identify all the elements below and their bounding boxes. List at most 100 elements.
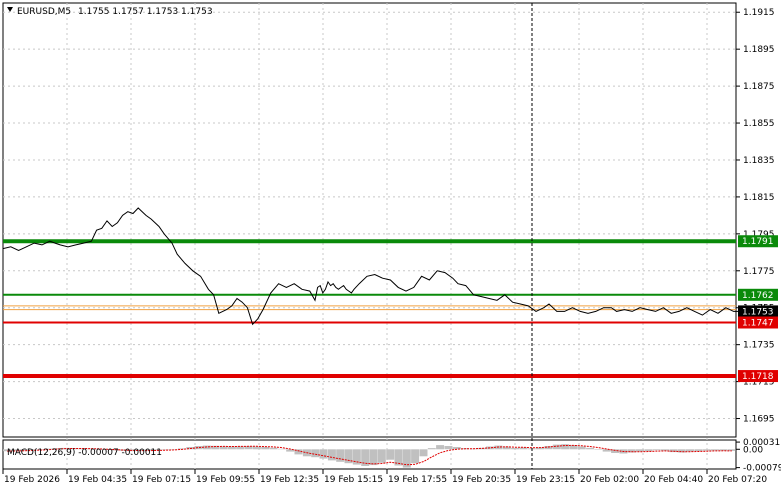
- level-lines: [3, 239, 736, 379]
- macd-bar: [286, 449, 295, 452]
- macd-bar: [44, 448, 53, 450]
- macd-bar: [369, 449, 378, 466]
- price-line: [2, 207, 742, 326]
- macd-bar: [536, 447, 545, 450]
- x-tick-label: 20 Feb 07:20: [708, 475, 767, 485]
- macd-bar: [377, 449, 386, 463]
- macd-bar: [661, 449, 669, 451]
- macd-bar: [686, 449, 694, 452]
- price-panel-frame: [2, 2, 737, 438]
- macd-bar: [411, 449, 420, 464]
- macd-label: MACD(12,26,9) -0.00007 -0.00011: [7, 448, 162, 458]
- macd-bar: [211, 445, 220, 450]
- macd-bar: [452, 447, 461, 450]
- macd-bar: [702, 449, 711, 451]
- x-tick-label: 19 Feb 15:15: [324, 475, 383, 485]
- macd-bar: [502, 446, 511, 450]
- macd-bar: [28, 449, 36, 450]
- macd-bar: [394, 449, 403, 466]
- macd-bar: [711, 449, 719, 451]
- macd-bar: [119, 449, 128, 451]
- x-tick-label: 19 Feb 23:15: [516, 475, 575, 485]
- y-tick-label: 1.1915: [743, 8, 775, 18]
- y-tick-label: 1.1875: [743, 82, 775, 92]
- triangle-down-icon[interactable]: [7, 7, 13, 12]
- x-tick-label: 19 Feb 17:55: [388, 475, 447, 485]
- macd-bar: [244, 446, 253, 450]
- macd-bar: [427, 448, 436, 450]
- level-label-bg: [738, 370, 778, 383]
- macd-bar: [602, 449, 611, 452]
- x-tick-label: 19 Feb 2026: [4, 475, 60, 485]
- chart-title: EURUSD,M5: [17, 7, 71, 17]
- macd-bar: [569, 445, 578, 450]
- macd-bar: [511, 447, 520, 450]
- level-label: 1.1791: [742, 237, 774, 247]
- grid: [3, 3, 736, 469]
- x-tick-label: 19 Feb 12:35: [260, 475, 319, 485]
- macd-bar: [594, 449, 603, 450]
- macd-bar: [194, 446, 203, 450]
- macd-bar: [644, 449, 653, 452]
- macd-bar: [144, 449, 153, 451]
- macd-bar: [486, 446, 495, 450]
- macd-bar: [719, 449, 728, 451]
- y-tick-label: 1.1895: [743, 45, 775, 55]
- macd-bar: [202, 445, 211, 450]
- level-label: 1.1762: [742, 291, 774, 301]
- macd-bar: [436, 445, 445, 450]
- macd-bar: [3, 449, 11, 452]
- macd-bar: [419, 449, 428, 457]
- x-tick-label: 19 Feb 04:35: [68, 475, 127, 485]
- macd-bar: [252, 446, 261, 450]
- macd-bar: [219, 446, 228, 450]
- macd-bar: [677, 449, 686, 453]
- y-tick-label: 1.1795: [743, 230, 775, 240]
- macd-panel-frame: [2, 439, 737, 470]
- macd-bar: [11, 449, 20, 451]
- macd-bar: [577, 446, 586, 450]
- macd-bar: [269, 447, 278, 450]
- macd-bar: [236, 446, 245, 450]
- x-tick-label: 19 Feb 20:35: [452, 475, 511, 485]
- macd-bar: [561, 444, 570, 450]
- macd-bar: [344, 449, 353, 464]
- macd-bar: [519, 447, 528, 450]
- macd-bar: [227, 446, 236, 450]
- macd-bar: [477, 447, 486, 450]
- y-tick-label: 1.1835: [743, 156, 775, 166]
- macd-bar: [36, 449, 45, 450]
- macd-signal-line: [7, 444, 732, 466]
- level-label-bg: [738, 235, 778, 248]
- macd-bar: [611, 449, 620, 453]
- macd-bar: [336, 449, 345, 462]
- macd-bar: [386, 449, 395, 460]
- y-tick-label: 1.1735: [743, 341, 775, 351]
- macd-bar: [277, 448, 286, 450]
- macd-tick-label: -0.00079: [743, 464, 781, 474]
- macd-bar: [86, 448, 95, 450]
- y-tick-label: 1.1815: [743, 193, 775, 203]
- macd-tick-label: 0.00: [743, 445, 763, 455]
- ohlc-readout: 1.1755 1.1757 1.1753 1.1753: [78, 7, 213, 17]
- macd-bar: [586, 447, 595, 450]
- macd-bar: [552, 444, 561, 450]
- x-tick-label: 19 Feb 07:15: [132, 475, 191, 485]
- y-tick-label: 1.1855: [743, 119, 775, 129]
- macd-tick-label: 0.00031: [743, 438, 780, 448]
- macd-bar: [636, 449, 644, 452]
- macd-bar: [627, 449, 636, 453]
- y-tick-label: 1.1775: [743, 267, 775, 277]
- macd-bar: [294, 449, 303, 455]
- macd-bar: [177, 448, 186, 450]
- y-tick-label: 1.1715: [743, 378, 775, 388]
- macd-bar: [727, 449, 736, 451]
- macd-bar: [361, 449, 370, 466]
- macd-bar: [327, 449, 336, 461]
- macd-bar: [544, 446, 553, 450]
- macd-bar: [352, 449, 361, 465]
- macd-bar: [78, 448, 86, 450]
